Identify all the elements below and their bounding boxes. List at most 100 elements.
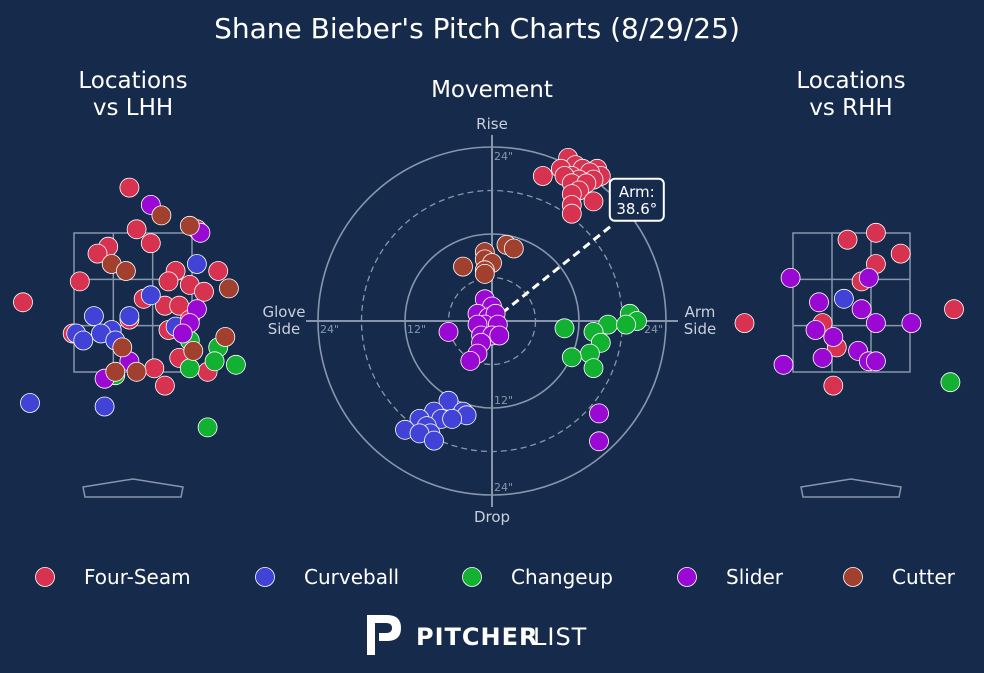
legend-label: Four-Seam <box>84 565 191 589</box>
ring-label: 24" <box>644 323 663 336</box>
legend-item: Curveball <box>255 565 399 589</box>
label-arm-side: Side <box>684 320 716 338</box>
pitch-point <box>94 396 115 417</box>
pitch-point <box>901 313 922 334</box>
legend-item: Four-Seam <box>35 565 191 589</box>
pitch-point <box>172 323 193 344</box>
panel-title-rhh-line2: vs RHH <box>809 95 892 121</box>
pitcherlist-logo: PITCHER LIST <box>367 615 587 655</box>
legend-label: Cutter <box>892 565 956 589</box>
pitch-point <box>944 299 964 320</box>
pitch-point <box>119 177 140 198</box>
pitch-point <box>851 299 872 320</box>
pitch-point <box>140 233 161 254</box>
pitch-point <box>503 238 524 259</box>
pitch-point <box>780 267 801 288</box>
pitch-point <box>84 306 104 327</box>
pitch-point <box>460 350 481 371</box>
legend-label: Changeup <box>511 565 613 589</box>
pitch-point <box>805 320 826 340</box>
pitch-points <box>395 147 647 451</box>
pitch-point <box>561 347 582 368</box>
pitch-point <box>186 254 207 274</box>
legend-marker <box>35 567 55 587</box>
pitch-point <box>858 267 879 288</box>
pitch-point <box>583 191 604 212</box>
pitch-point <box>489 325 510 346</box>
pitch-point <box>73 330 94 351</box>
locations-lhh-panel: Locations vs LHH <box>13 68 246 498</box>
pitch-point <box>773 354 794 375</box>
pitch-point <box>151 205 172 226</box>
legend-item: Cutter <box>843 565 956 589</box>
movement-panel: Movement RiseDropGloveSideArmSide24"12"2… <box>262 77 716 526</box>
pitch-point <box>532 166 553 186</box>
pitch-point <box>140 285 161 306</box>
label-glove-side: Glove <box>262 303 305 321</box>
plate-outline <box>82 478 184 498</box>
label-rise: Rise <box>476 115 508 133</box>
pitcherlist-p-icon <box>367 615 401 655</box>
pitch-point <box>866 222 886 243</box>
pitch-point <box>112 337 133 358</box>
arm-angle-box <box>608 177 665 222</box>
pitch-point <box>183 340 204 361</box>
pitch-point <box>179 215 200 236</box>
pitch-point <box>105 361 126 382</box>
legend-label: Slider <box>726 565 784 589</box>
panel-title-movement: Movement <box>431 77 553 103</box>
pitch-point <box>866 313 886 334</box>
pitch-point <box>179 358 200 379</box>
pitch-point <box>583 358 604 379</box>
pitch-point <box>126 361 147 382</box>
brand-light: LIST <box>533 623 587 651</box>
pitch-point <box>87 243 108 264</box>
pitch-point <box>119 306 140 327</box>
brand-bold: PITCHER <box>416 623 538 651</box>
panel-title-lhh-line2: vs LHH <box>93 95 173 121</box>
pitch-point <box>837 229 858 250</box>
pitch-point <box>126 219 147 240</box>
legend-marker <box>462 567 482 587</box>
pitch-point <box>823 375 844 396</box>
home-plate <box>82 478 184 498</box>
chart-title: Shane Bieber's Pitch Charts (8/29/25) <box>214 12 740 45</box>
pitch-point <box>589 431 609 452</box>
pitch-point <box>116 261 136 281</box>
ring-label: 12" <box>407 323 426 336</box>
pitch-point <box>453 256 473 277</box>
legend-marker <box>677 567 697 587</box>
pitch-point <box>474 263 495 284</box>
pitch-point <box>218 278 239 299</box>
pitch-point <box>204 351 225 372</box>
pitch-point <box>834 288 854 309</box>
pitch-point <box>940 372 961 393</box>
plate-outline <box>800 478 902 498</box>
pitch-point <box>890 243 911 264</box>
pitch-point <box>208 261 229 281</box>
locations-rhh-panel: Locations vs RHH <box>589 68 964 498</box>
ring-label: 12" <box>494 394 513 407</box>
label-arm-side: Arm <box>685 303 716 321</box>
legend-marker <box>255 567 275 587</box>
pitch-point <box>215 327 236 347</box>
pitch-point <box>13 292 33 313</box>
pitch-point <box>554 318 575 339</box>
pitch-point <box>809 292 829 313</box>
label-glove-side: Side <box>268 320 300 338</box>
pitch-point <box>442 408 463 429</box>
pitch-point <box>197 417 218 438</box>
pitch-point <box>69 271 90 292</box>
legend: Four-Seam Curveball Changeup Slider Cutter <box>35 565 956 589</box>
arm-angle: Arm:38.6° <box>491 177 665 323</box>
arm-angle-label: Arm: <box>619 183 655 201</box>
pitch-point <box>154 375 175 396</box>
panel-title-rhh-line1: Locations <box>796 68 905 94</box>
pitch-point <box>144 358 165 379</box>
ring-label: 24" <box>494 150 513 163</box>
pitch-points <box>589 222 964 452</box>
pitch-point <box>561 203 582 224</box>
pitch-point <box>812 347 833 368</box>
pitch-point <box>589 403 609 424</box>
